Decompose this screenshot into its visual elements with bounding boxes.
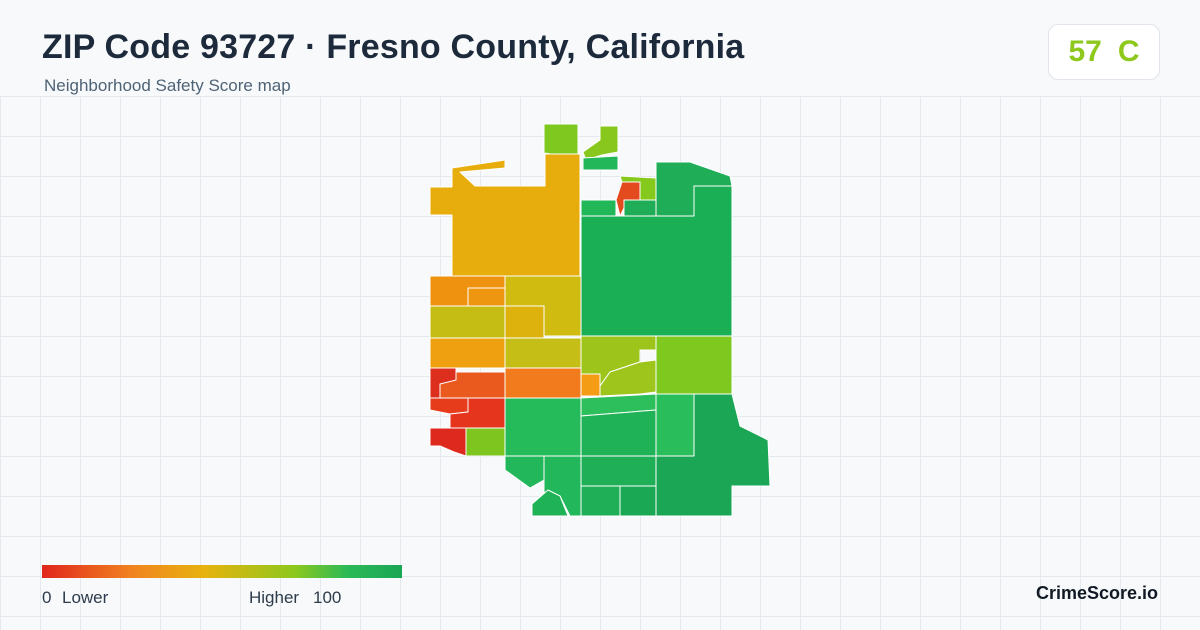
map-region[interactable] [655, 393, 771, 517]
brand-logo-text[interactable]: CrimeScore.io [1035, 583, 1158, 603]
map-region[interactable] [504, 367, 582, 399]
legend-color-bar [42, 565, 402, 578]
score-value: 57 [1068, 35, 1102, 68]
map-region[interactable] [599, 359, 657, 397]
map-region[interactable] [429, 337, 506, 369]
score-badge: 57 C [1048, 24, 1160, 80]
legend-max-label: Higher [249, 588, 300, 607]
map-region[interactable] [580, 455, 657, 487]
legend-max-value: 100 [313, 588, 342, 607]
page-subtitle: Neighborhood Safety Score map [44, 76, 291, 95]
map-region[interactable] [429, 397, 469, 415]
page-title: ZIP Code 93727 · Fresno County, Californ… [42, 28, 745, 66]
map-region[interactable] [580, 373, 601, 397]
map-region[interactable] [655, 335, 733, 395]
map-region[interactable] [429, 427, 467, 457]
score-grade: C [1117, 35, 1140, 68]
map-region[interactable] [619, 485, 657, 517]
map-region[interactable] [504, 397, 582, 457]
map-region[interactable] [655, 393, 695, 457]
map-region[interactable] [504, 455, 545, 489]
map-region[interactable] [504, 337, 582, 369]
map-region[interactable] [429, 153, 581, 277]
map-region[interactable] [580, 485, 621, 517]
map-region[interactable] [580, 409, 657, 457]
map-region[interactable] [465, 427, 506, 457]
map-region[interactable] [582, 125, 619, 161]
map-region[interactable] [429, 305, 506, 339]
map-region[interactable] [580, 199, 617, 217]
map-region[interactable] [582, 155, 619, 171]
map-region[interactable] [543, 123, 579, 159]
legend-min-value: 0 [42, 588, 52, 607]
map-region[interactable] [531, 489, 569, 517]
map-region[interactable] [504, 305, 545, 339]
legend-min-label: Lower [62, 588, 109, 607]
map-region[interactable] [467, 287, 506, 307]
map-region[interactable] [623, 199, 657, 217]
